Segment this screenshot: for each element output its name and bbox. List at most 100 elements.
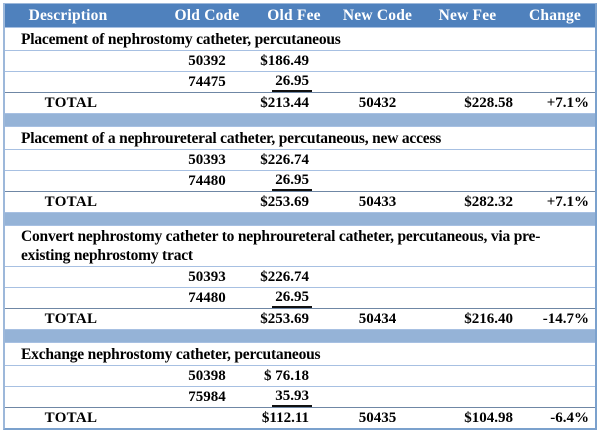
old-fee-total-cell: $253.69 — [253, 191, 335, 213]
section-title-row: Exchange nephrostomy catheter, percutane… — [5, 342, 595, 366]
old-fee-cell: $226.74 — [253, 266, 335, 288]
empty-cell — [161, 191, 253, 213]
section-title-row: Convert nephrostomy catheter to nephrour… — [5, 225, 595, 267]
total-label: TOTAL — [5, 191, 161, 213]
total-row: TOTAL $253.69 50434 $216.40 -14.7% — [5, 308, 595, 330]
old-fee-total-cell: $213.44 — [253, 92, 335, 114]
underlined-amount: 35.93 — [272, 388, 312, 407]
underlined-amount: 26.95 — [272, 172, 312, 191]
old-fee-cell: 35.93 — [253, 386, 335, 408]
old-fee-cell: 26.95 — [253, 170, 335, 192]
empty-cell — [420, 386, 515, 408]
old-code-cell: 50392 — [161, 50, 253, 72]
column-header-change: Change — [515, 4, 595, 28]
separator-band-fill — [5, 212, 595, 226]
table-row: 75984 35.93 — [5, 386, 595, 408]
total-row: TOTAL $112.11 50435 $104.98 -6.4% — [5, 407, 595, 428]
old-code-cell: 74475 — [161, 71, 253, 93]
column-header-description: Description — [5, 4, 161, 28]
total-label: TOTAL — [5, 308, 161, 330]
empty-cell — [161, 407, 253, 428]
section-title: Placement of a nephroureteral catheter, … — [5, 126, 595, 150]
old-code-cell: 50398 — [161, 365, 253, 387]
section-exchange-nephrostomy: Exchange nephrostomy catheter, percutane… — [5, 342, 595, 428]
empty-cell — [335, 365, 420, 387]
change-cell: -14.7% — [515, 308, 595, 330]
separator-band — [5, 212, 595, 226]
empty-cell — [420, 365, 515, 387]
empty-cell — [515, 266, 595, 288]
new-fee-cell: $104.98 — [420, 407, 515, 428]
empty-cell — [161, 308, 253, 330]
section-title: Exchange nephrostomy catheter, percutane… — [5, 342, 595, 366]
section-placement-nephroureteral: Placement of a nephroureteral catheter, … — [5, 126, 595, 226]
old-code-cell: 74480 — [161, 287, 253, 309]
empty-cell — [335, 71, 420, 93]
old-fee-total-cell: $112.11 — [253, 407, 335, 428]
empty-cell — [161, 92, 253, 114]
new-code-cell: 50435 — [335, 407, 420, 428]
empty-cell — [335, 266, 420, 288]
empty-cell — [5, 365, 161, 387]
change-cell: -6.4% — [515, 407, 595, 428]
old-fee-cell: $ 76.18 — [253, 365, 335, 387]
fee-comparison-table: Description Old Code Old Fee New Code Ne… — [5, 4, 595, 428]
total-label: TOTAL — [5, 407, 161, 428]
old-code-cell: 50393 — [161, 266, 253, 288]
table-row: 50393 $226.74 — [5, 266, 595, 288]
empty-cell — [5, 266, 161, 288]
table-row: 74475 26.95 — [5, 71, 595, 93]
empty-cell — [420, 71, 515, 93]
new-fee-cell: $282.32 — [420, 191, 515, 213]
underlined-amount: 26.95 — [272, 289, 312, 308]
empty-cell — [5, 386, 161, 408]
old-fee-cell: 26.95 — [253, 71, 335, 93]
empty-cell — [515, 386, 595, 408]
old-code-cell: 75984 — [161, 386, 253, 408]
empty-cell — [335, 149, 420, 171]
old-fee-cell: $226.74 — [253, 149, 335, 171]
empty-cell — [5, 287, 161, 309]
table-row: 74480 26.95 — [5, 287, 595, 309]
empty-cell — [515, 170, 595, 192]
table-row: 50398 $ 76.18 — [5, 365, 595, 387]
old-fee-cell: $186.49 — [253, 50, 335, 72]
old-fee-total-cell: $253.69 — [253, 308, 335, 330]
section-title-row: Placement of a nephroureteral catheter, … — [5, 126, 595, 150]
section-placement-nephrostomy: Placement of nephrostomy catheter, percu… — [5, 27, 595, 127]
empty-cell — [5, 149, 161, 171]
column-header-new-code: New Code — [335, 4, 420, 28]
page: Description Old Code Old Fee New Code Ne… — [3, 3, 597, 430]
old-code-cell: 74480 — [161, 170, 253, 192]
empty-cell — [515, 50, 595, 72]
total-row: TOTAL $253.69 50433 $282.32 +7.1% — [5, 191, 595, 213]
empty-cell — [420, 50, 515, 72]
separator-band-fill — [5, 113, 595, 127]
header-row: Description Old Code Old Fee New Code Ne… — [5, 4, 595, 28]
underlined-amount: 26.95 — [272, 73, 312, 92]
total-label: TOTAL — [5, 92, 161, 114]
empty-cell — [515, 365, 595, 387]
empty-cell — [335, 386, 420, 408]
change-cell: +7.1% — [515, 191, 595, 213]
table-row: 74480 26.95 — [5, 170, 595, 192]
empty-cell — [420, 266, 515, 288]
new-code-cell: 50434 — [335, 308, 420, 330]
empty-cell — [335, 287, 420, 309]
old-code-cell: 50393 — [161, 149, 253, 171]
fee-comparison-table-wrapper: Description Old Code Old Fee New Code Ne… — [3, 3, 597, 430]
new-code-cell: 50433 — [335, 191, 420, 213]
empty-cell — [420, 170, 515, 192]
separator-band-fill — [5, 329, 595, 343]
empty-cell — [5, 50, 161, 72]
section-title-row: Placement of nephrostomy catheter, percu… — [5, 27, 595, 51]
empty-cell — [515, 149, 595, 171]
empty-cell — [335, 50, 420, 72]
empty-cell — [5, 71, 161, 93]
empty-cell — [420, 149, 515, 171]
new-fee-cell: $228.58 — [420, 92, 515, 114]
separator-band — [5, 113, 595, 127]
empty-cell — [515, 71, 595, 93]
column-header-old-fee: Old Fee — [253, 4, 335, 28]
empty-cell — [5, 170, 161, 192]
